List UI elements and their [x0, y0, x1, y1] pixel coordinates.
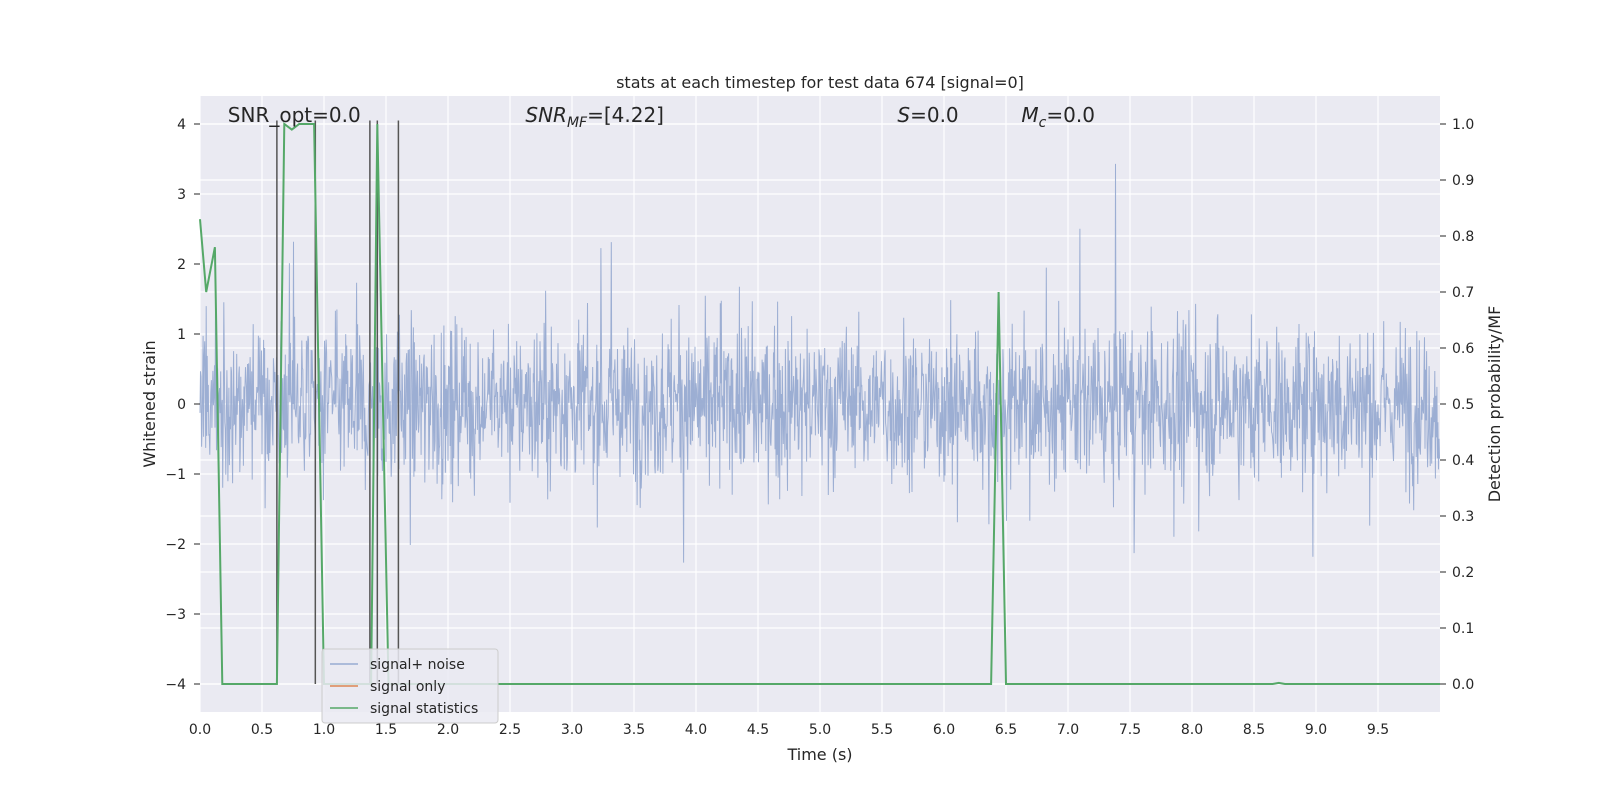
chart-title: stats at each timestep for test data 674…: [616, 73, 1024, 92]
x-tick-label: 8.0: [1181, 722, 1203, 738]
x-tick-label: 9.5: [1367, 722, 1389, 738]
y2-tick-label: 0.6: [1452, 341, 1474, 357]
annotations: SNR_opt=0.0 SNRMF=[4.22] S=0.0 Mc=0.0: [228, 103, 1095, 131]
y2-tick-label: 0.4: [1452, 453, 1474, 469]
legend-label-noise: signal+ noise: [370, 657, 465, 673]
y2-tick-label: 0.8: [1452, 229, 1474, 245]
y2-tick-label: 0.1: [1452, 621, 1474, 637]
x-tick-label: 8.5: [1243, 722, 1265, 738]
y2-tick-label: 1.0: [1452, 117, 1474, 133]
x-tick-label: 1.5: [375, 722, 397, 738]
x-tick-label: 4.0: [685, 722, 707, 738]
x-tick-label: 5.5: [871, 722, 893, 738]
y2-axis-label: Detection probability/MF: [1485, 306, 1504, 503]
annotation-text: SNRMF=[4.22]: [525, 103, 664, 131]
annotation-text: Mc=0.0: [1021, 103, 1095, 131]
x-tick-label: 6.5: [995, 722, 1017, 738]
y2-tick-label: 0.0: [1452, 677, 1474, 693]
y-tick-label: −2: [165, 537, 186, 553]
legend-label-statistics: signal statistics: [370, 701, 478, 717]
y-tick-label: 1: [177, 327, 186, 343]
legend-label-signal-only: signal only: [370, 679, 445, 695]
x-tick-label: 4.5: [747, 722, 769, 738]
y2-tick-label: 0.2: [1452, 565, 1474, 581]
y-tick-label: 4: [177, 117, 186, 133]
x-ticks: 0.0 0.5 1.0 1.5 2.0 2.5 3.0 3.5 4.0 4.5 5.0 5.5 6.0 6…: [189, 722, 1389, 738]
x-tick-label: 5.0: [809, 722, 831, 738]
annotation-text: S=0.0: [897, 103, 958, 127]
y2-tick-label: 0.9: [1452, 173, 1474, 189]
signal-noise-line: [199, 163, 1440, 563]
y-tick-label: 3: [177, 187, 186, 203]
x-tick-label: 9.0: [1305, 722, 1327, 738]
x-tick-label: 7.0: [1057, 722, 1079, 738]
y2-tick-label: 0.7: [1452, 285, 1474, 301]
y2-tick-label: 0.5: [1452, 397, 1474, 413]
y-tick-label: 2: [177, 257, 186, 273]
y-ticks: 4 3 2 1 0 −1 −2 −3 −4: [165, 117, 200, 693]
x-tick-label: 6.0: [933, 722, 955, 738]
signal-noise-series: [199, 163, 1440, 563]
x-tick-label: 3.0: [561, 722, 583, 738]
x-tick-label: 0.0: [189, 722, 211, 738]
y2-ticks: 1.0 0.9 0.8 0.7 0.6 0.5 0.4 0.3 0.2 0.1 0.0: [1440, 117, 1474, 693]
legend: signal+ noise signal only signal statist…: [321, 648, 499, 724]
legend-box: [321, 648, 499, 724]
x-tick-label: 7.5: [1119, 722, 1141, 738]
y-tick-label: −1: [165, 467, 186, 483]
annotation-text: SNR_opt=0.0: [228, 103, 361, 127]
x-tick-label: 1.0: [313, 722, 335, 738]
y-tick-label: −3: [165, 607, 186, 623]
y-axis-label: Whitened strain: [140, 340, 159, 467]
x-tick-label: 0.5: [251, 722, 273, 738]
x-tick-label: 3.5: [623, 722, 645, 738]
y-tick-label: 0: [177, 397, 186, 413]
y-tick-label: −4: [165, 677, 186, 693]
x-tick-label: 2.0: [437, 722, 459, 738]
x-tick-label: 2.5: [499, 722, 521, 738]
y2-tick-label: 0.3: [1452, 509, 1474, 525]
x-axis-label: Time (s): [786, 745, 852, 764]
